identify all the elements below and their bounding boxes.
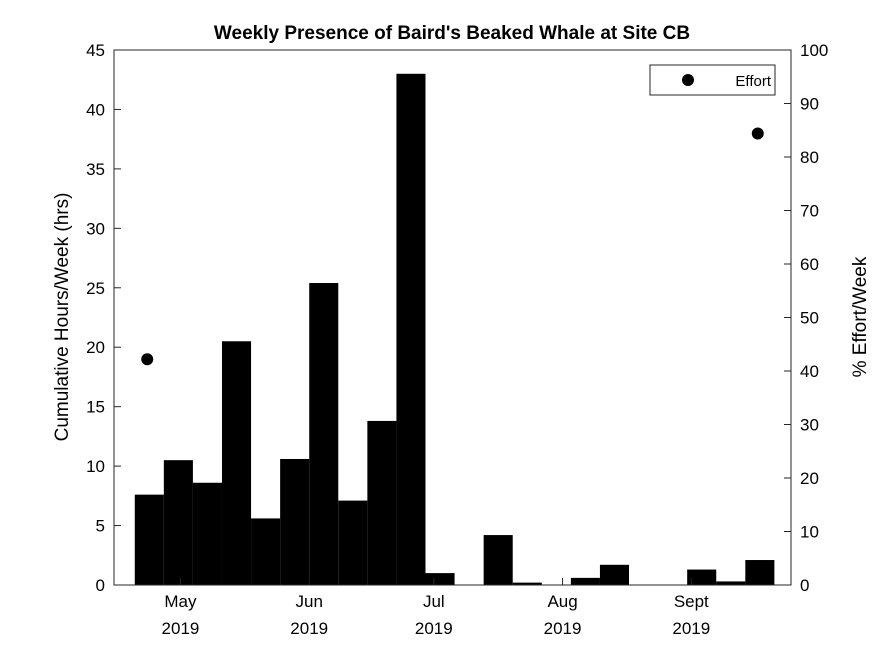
- bar-week-14: [512, 582, 542, 585]
- y-tick-label: 30: [86, 219, 105, 238]
- effort-point-group: [141, 127, 764, 366]
- bar-week-17: [599, 564, 630, 585]
- y-tick-label: 10: [86, 457, 105, 476]
- x-tick-label-year: 2019: [672, 619, 710, 638]
- x-tick-label-year: 2019: [290, 619, 328, 638]
- y2-tick-label: 40: [800, 362, 819, 381]
- bar-week-2: [163, 460, 193, 585]
- bar-week-21: [716, 581, 746, 585]
- legend-box: [649, 64, 776, 96]
- bar-week-9: [367, 420, 397, 585]
- bar-week-11: [425, 573, 455, 585]
- legend-marker-effort: [682, 74, 694, 86]
- y-tick-label: 40: [86, 100, 105, 119]
- bar-week-4: [221, 341, 252, 585]
- y2-tick-label: 30: [800, 416, 819, 435]
- y2-tick-label: 50: [800, 309, 819, 328]
- x-tick-label-month: Sept: [674, 592, 709, 611]
- bar-week-10: [396, 73, 426, 585]
- y-tick-label: 35: [86, 160, 105, 179]
- x-tick-label-year: 2019: [162, 619, 200, 638]
- y2-tick-label: 20: [800, 469, 819, 488]
- x-tick-label-month: Aug: [547, 592, 577, 611]
- x-tick-label-year: 2019: [544, 619, 582, 638]
- left-axis: 0 5 10 15 20 25 30 35 40 45: [86, 41, 121, 595]
- bar-week-8: [338, 500, 368, 585]
- bar-week-13: [483, 535, 513, 585]
- y2-tick-label: 100: [800, 41, 828, 60]
- y-tick-label: 25: [86, 279, 105, 298]
- legend: Effort: [649, 64, 776, 96]
- bar-week-3: [192, 482, 222, 585]
- x-tick-label-month: May: [164, 592, 197, 611]
- y-tick-label: 20: [86, 338, 105, 357]
- y2-tick-label: 70: [800, 202, 819, 221]
- x-tick-label-month: Jun: [295, 592, 322, 611]
- bar-week-7: [309, 283, 339, 585]
- bar-week-20: [687, 569, 717, 585]
- y-tick-label: 5: [96, 517, 105, 536]
- y2-tick-label: 90: [800, 95, 819, 114]
- legend-label-effort: Effort: [735, 73, 771, 90]
- y2-tick-label: 60: [800, 255, 819, 274]
- effort-point-2: [751, 127, 764, 140]
- x-axis: May 2019 Jun 2019 Jul 2019 Aug 2019 Sept 2019: [162, 578, 710, 638]
- effort-point-1: [141, 353, 154, 366]
- bar-week-22: [745, 560, 775, 585]
- bar-week-5: [251, 518, 281, 585]
- chart-title: Weekly Presence of Baird's Beaked Whale …: [214, 23, 690, 44]
- y-tick-label: 45: [86, 41, 105, 60]
- bar-group: [134, 73, 775, 585]
- bar-week-1: [134, 494, 164, 585]
- right-axis: 0 10 20 30 40 50 60 70 80 90 100: [784, 41, 828, 595]
- bar-week-6: [280, 458, 310, 585]
- y2-tick-label: 80: [800, 148, 819, 167]
- bar-week-16: [570, 577, 600, 585]
- y2-tick-label: 0: [800, 576, 809, 595]
- y-tick-label: 0: [96, 576, 105, 595]
- y-tick-label: 15: [86, 398, 105, 417]
- x-tick-label-month: Jul: [423, 592, 445, 611]
- y2-axis-label: % Effort/Week: [850, 256, 871, 377]
- y2-tick-label: 10: [800, 523, 819, 542]
- x-tick-label-year: 2019: [415, 619, 453, 638]
- y-axis-label: Cumulative Hours/Week (hrs): [52, 193, 73, 442]
